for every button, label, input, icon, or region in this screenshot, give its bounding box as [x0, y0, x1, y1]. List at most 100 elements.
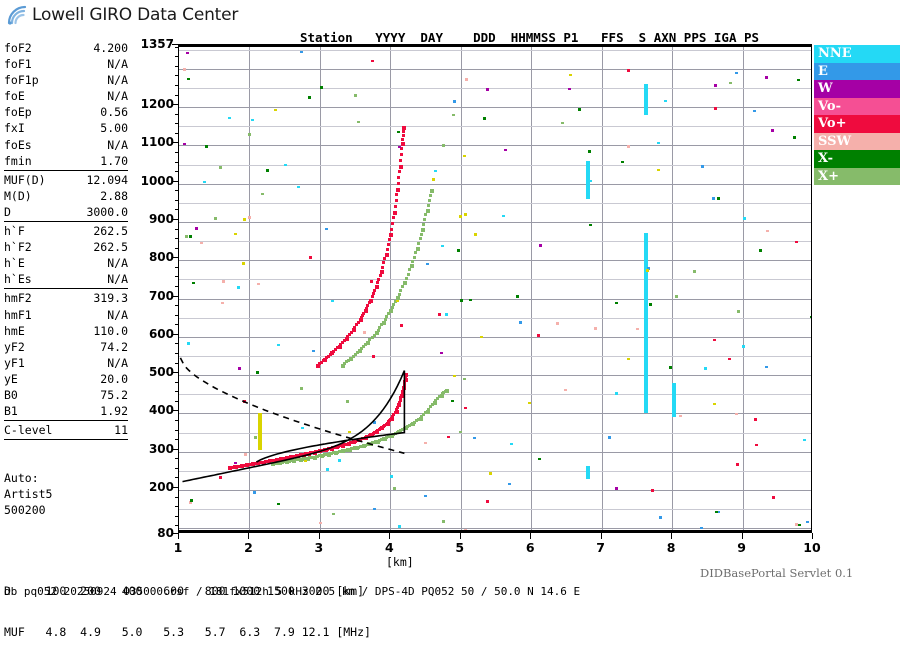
echo-point [380, 426, 385, 431]
x-axis-tick-label: 9 [737, 540, 746, 555]
x-axis-tick-label: 3 [314, 540, 324, 555]
param-key: yF2 [4, 339, 25, 354]
param-value: 75.2 [100, 387, 128, 402]
legend-item-w[interactable]: W [814, 80, 900, 98]
echo-point [645, 269, 649, 272]
echo-point [318, 454, 322, 458]
echo-point [463, 377, 467, 381]
gridline-horizontal [179, 221, 811, 223]
echo-point [288, 459, 292, 463]
echo-point [388, 233, 393, 238]
legend-panel: NNE E W Vo- Vo+ SSW X- X+ [814, 45, 900, 185]
echo-point [324, 227, 328, 231]
echo-point [348, 430, 352, 434]
gridline-horizontal [179, 375, 811, 377]
echo-point [401, 137, 405, 141]
echo-point [377, 277, 381, 281]
y-axis-tick-minor [175, 228, 179, 230]
echo-point [427, 199, 431, 203]
param-key: foF2 [4, 41, 32, 55]
legend-item-vo[interactable]: Vo+ [814, 115, 900, 133]
echo-point [387, 238, 391, 242]
echo-point [339, 342, 343, 346]
echo-point [758, 249, 762, 252]
y-axis-tick-major [172, 44, 179, 45]
y-axis-tick-major [172, 218, 179, 220]
param-row: h`Es N/A [4, 271, 128, 287]
echo-point [561, 121, 565, 125]
param-row: yF2 74.2 [4, 339, 128, 355]
echo-point [392, 413, 396, 417]
echo-point [301, 426, 305, 430]
legend-item-nne[interactable]: NNE [814, 45, 900, 63]
echo-point [387, 312, 391, 316]
echo-point [374, 285, 379, 290]
echo-point [635, 327, 639, 331]
gridline-vertical [390, 47, 392, 530]
x-axis-tick [530, 533, 532, 539]
echo-point [186, 342, 190, 345]
echo-point [398, 170, 402, 174]
echo-point [428, 194, 432, 198]
echo-point [424, 494, 428, 498]
x-axis-tick-label: 8 [666, 540, 676, 555]
echo-point [647, 267, 651, 270]
echo-point [393, 487, 397, 490]
param-row: hmF1 N/A [4, 307, 128, 323]
echo-point [364, 342, 368, 346]
ionogram-plot[interactable] [178, 44, 812, 533]
param-key: C-level [4, 423, 53, 438]
gridline-horizontal [179, 164, 811, 166]
y-axis-tick-minor [175, 343, 179, 345]
param-key: hmE [4, 323, 25, 338]
echo-point [614, 487, 618, 490]
echo-point [183, 142, 187, 146]
echo-point [389, 475, 393, 478]
echo-point [364, 306, 368, 310]
legend-item-x[interactable]: X- [814, 150, 900, 168]
param-key: D [4, 204, 11, 219]
x-axis-tick-label: 1 [173, 540, 183, 555]
legend-item-x[interactable]: X+ [814, 167, 900, 185]
param-value: N/A [107, 307, 128, 322]
echo-point [420, 414, 424, 418]
echo-point [417, 242, 421, 246]
y-axis-tick-label: 1100 [140, 135, 174, 150]
echo-point [189, 499, 193, 502]
echo-point [797, 523, 801, 527]
param-value: N/A [107, 89, 128, 104]
echo-point [316, 363, 321, 368]
param-row: MUF(D) 12.094 [4, 172, 128, 188]
legend-item-vo[interactable]: Vo- [814, 97, 900, 115]
echo-point [485, 500, 489, 503]
echo-point [795, 240, 799, 244]
echo-point [398, 525, 402, 528]
echo-point [349, 330, 353, 334]
echo-point [286, 459, 290, 463]
echo-point [378, 325, 382, 329]
echo-point [368, 338, 372, 342]
echo-point [344, 336, 349, 341]
echo-point [357, 349, 362, 354]
y-axis-tick-label: 500 [148, 365, 174, 380]
echo-point [734, 71, 738, 75]
legend-item-ssw[interactable]: SSW [814, 132, 900, 150]
echo-point [319, 86, 323, 89]
echo-point [191, 281, 195, 285]
x-axis-tick [812, 533, 813, 539]
x-axis-unit-label: [km] [386, 555, 414, 569]
echo-point [425, 208, 430, 213]
echo-point [397, 402, 402, 407]
echo-point [379, 269, 384, 274]
param-row: foF1p N/A [4, 72, 128, 88]
echo-point [398, 400, 402, 404]
echo-point [277, 502, 281, 505]
x-axis-tick-label: 5 [455, 540, 465, 555]
legend-item-e[interactable]: E [814, 62, 900, 80]
gridline-horizontal [179, 413, 811, 415]
echo-point [395, 406, 399, 410]
echo-point [593, 327, 597, 330]
echo-point [422, 222, 426, 226]
electron-density-profile-curve [179, 357, 405, 455]
y-axis-tick-minor [175, 84, 179, 86]
